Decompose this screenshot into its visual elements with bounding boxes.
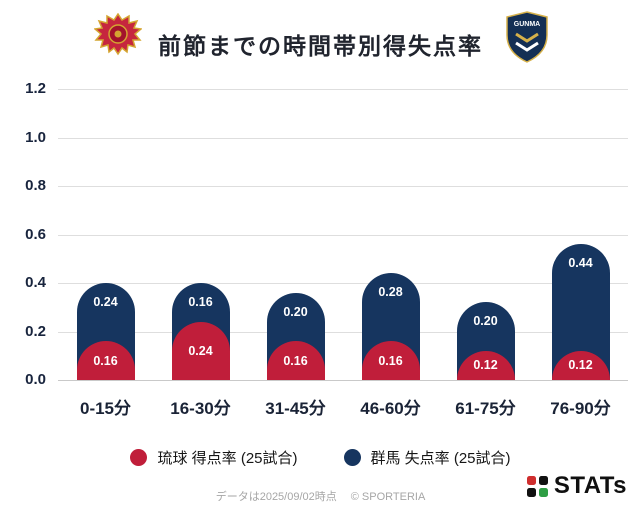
stats-logo-icon [526, 475, 548, 497]
gridline [58, 186, 628, 187]
bar-value-label: 0.12 [473, 358, 498, 373]
bar-value-label: 0.24 [93, 295, 118, 309]
legend-item-ryukyu: 琉球 得点率 (25試合) [130, 447, 298, 468]
legend: 琉球 得点率 (25試合) 群馬 失点率 (25試合) [0, 447, 641, 468]
bar-value-label: 0.24 [188, 343, 213, 358]
x-axis-label: 0-15分 [79, 399, 132, 418]
y-axis-tick-label: 1.0 [25, 128, 46, 146]
bar-value-label: 0.16 [188, 295, 213, 309]
bar-segment-ryukyu-46-60分: 0.16 [361, 341, 420, 380]
y-axis-tick-label: 1.2 [25, 80, 46, 97]
bar-value-label: 0.12 [568, 358, 593, 373]
bar-segment-ryukyu-31-45分: 0.16 [266, 341, 325, 380]
y-axis-tick-label: 0.2 [25, 322, 46, 340]
legend-label-gunma: 群馬 失点率 (25試合) [370, 450, 511, 467]
x-axis-label: 76-90分 [550, 399, 611, 418]
footer-note: データは2025/09/02時点 © SPORTERIA [0, 488, 641, 504]
data-as-of-text: データは2025/09/02時点 [215, 491, 337, 503]
bar-value-label: 0.44 [568, 256, 593, 271]
bar-value-label: 0.16 [283, 353, 308, 368]
stats-logo-text: STATs [553, 472, 627, 499]
y-axis-tick-label: 0.6 [25, 225, 46, 243]
bar-segment-ryukyu-0-15分: 0.16 [76, 341, 135, 380]
gunma-crest-text: GUNMA [514, 21, 540, 28]
bar-value-label: 0.20 [473, 314, 498, 329]
bar-value-label: 0.16 [93, 353, 118, 368]
y-axis-tick-label: 0.0 [25, 371, 46, 388]
plot-area: 0.24 0.16 0.16 0.24 0.20 0.16 0.28 0.16 0.20 0.12… [58, 80, 628, 381]
stats-brand: STATs [526, 472, 627, 500]
gridline [58, 234, 628, 236]
x-axis-label: 61-75分 [455, 399, 516, 418]
page-title: 前節までの時間帯別得失点率 [158, 33, 483, 59]
fc-ryukyu-crest-icon [93, 12, 143, 61]
gridline [58, 89, 628, 90]
bar-segment-ryukyu-16-30分: 0.24 [171, 321, 230, 380]
gridline [58, 283, 628, 284]
x-axis-label: 31-45分 [265, 399, 326, 418]
gridline [58, 331, 628, 333]
legend-label-ryukyu: 琉球 得点率 (25試合) [157, 450, 298, 467]
bar-value-label: 0.20 [283, 304, 308, 319]
legend-item-gunma: 群馬 失点率 (25試合) [343, 447, 511, 468]
bar-value-label: 0.16 [378, 353, 403, 368]
copyright-text: © SPORTERIA [350, 491, 426, 503]
bar-value-label: 0.28 [378, 285, 403, 300]
ryukyu-legend-dot-icon [130, 449, 148, 466]
x-axis-label: 46-60分 [360, 399, 421, 418]
thespa-gunma-crest-icon: GUNMA [504, 11, 550, 63]
gridline [58, 137, 628, 139]
y-axis-tick-label: 0.4 [25, 274, 46, 291]
x-axis-label: 16-30分 [170, 399, 231, 418]
gridline [58, 380, 628, 381]
gunma-legend-dot-icon [343, 449, 361, 466]
y-axis-tick-label: 0.8 [25, 177, 46, 194]
